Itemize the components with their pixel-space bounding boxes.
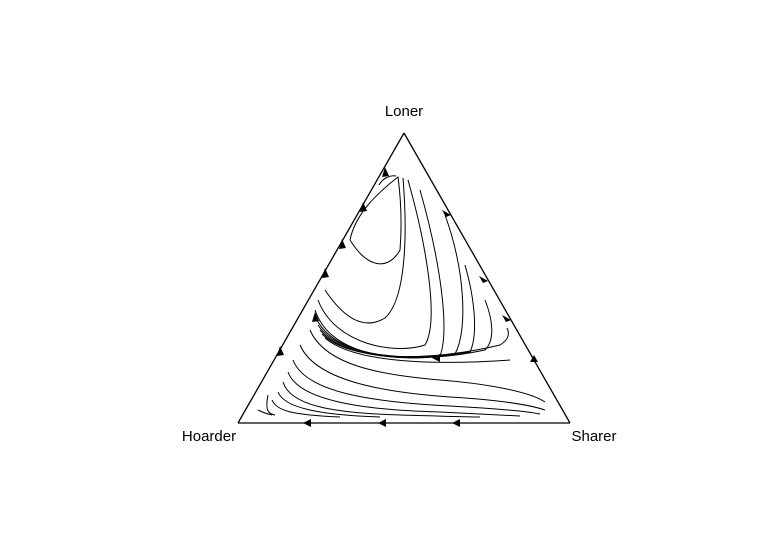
trajectory [324, 337, 511, 363]
flow-arrows [277, 167, 538, 427]
arrow-down-right-edge [502, 315, 511, 322]
trajectory [314, 189, 445, 359]
trajectory [321, 327, 509, 358]
trajectory [299, 344, 546, 411]
edge-loner-sharer [403, 132, 571, 424]
arrow-interior [312, 312, 319, 322]
arrow-up-left-edge [360, 202, 367, 212]
arrow-up-left-edge [382, 167, 389, 177]
arrow-up-left-edge [322, 268, 329, 278]
arrow-left-bottom-edge [303, 419, 311, 427]
trajectory [324, 177, 406, 324]
trajectory [292, 359, 541, 415]
trajectory [277, 391, 381, 418]
arrow-left-bottom-edge [378, 419, 386, 427]
trajectory [317, 264, 476, 358]
edge-hoarder-loner [237, 132, 405, 424]
trajectory [271, 399, 341, 418]
trajectory [266, 394, 276, 416]
simplex-triangle [237, 132, 571, 424]
arrow-up-left-edge [277, 346, 284, 356]
trajectories [257, 175, 546, 418]
trajectory [257, 409, 273, 416]
arrow-down-right-edge [530, 355, 538, 362]
trajectory [282, 381, 481, 418]
trajectory [378, 175, 397, 186]
arrow-left-bottom-edge [452, 419, 460, 427]
trajectory [319, 299, 493, 359]
arrow-interior [432, 354, 440, 362]
vertex-label-sharer: Sharer [571, 428, 616, 445]
vertex-label-loner: Loner [385, 103, 423, 120]
arrow-down-right-edge [442, 210, 451, 217]
trajectory [317, 179, 432, 350]
vertex-label-hoarder: Hoarder [182, 428, 236, 445]
trajectory [287, 371, 521, 417]
arrow-down-right-edge [479, 276, 488, 283]
arrow-up-left-edge [339, 239, 346, 249]
trajectory [349, 176, 402, 265]
trajectory [309, 329, 546, 403]
